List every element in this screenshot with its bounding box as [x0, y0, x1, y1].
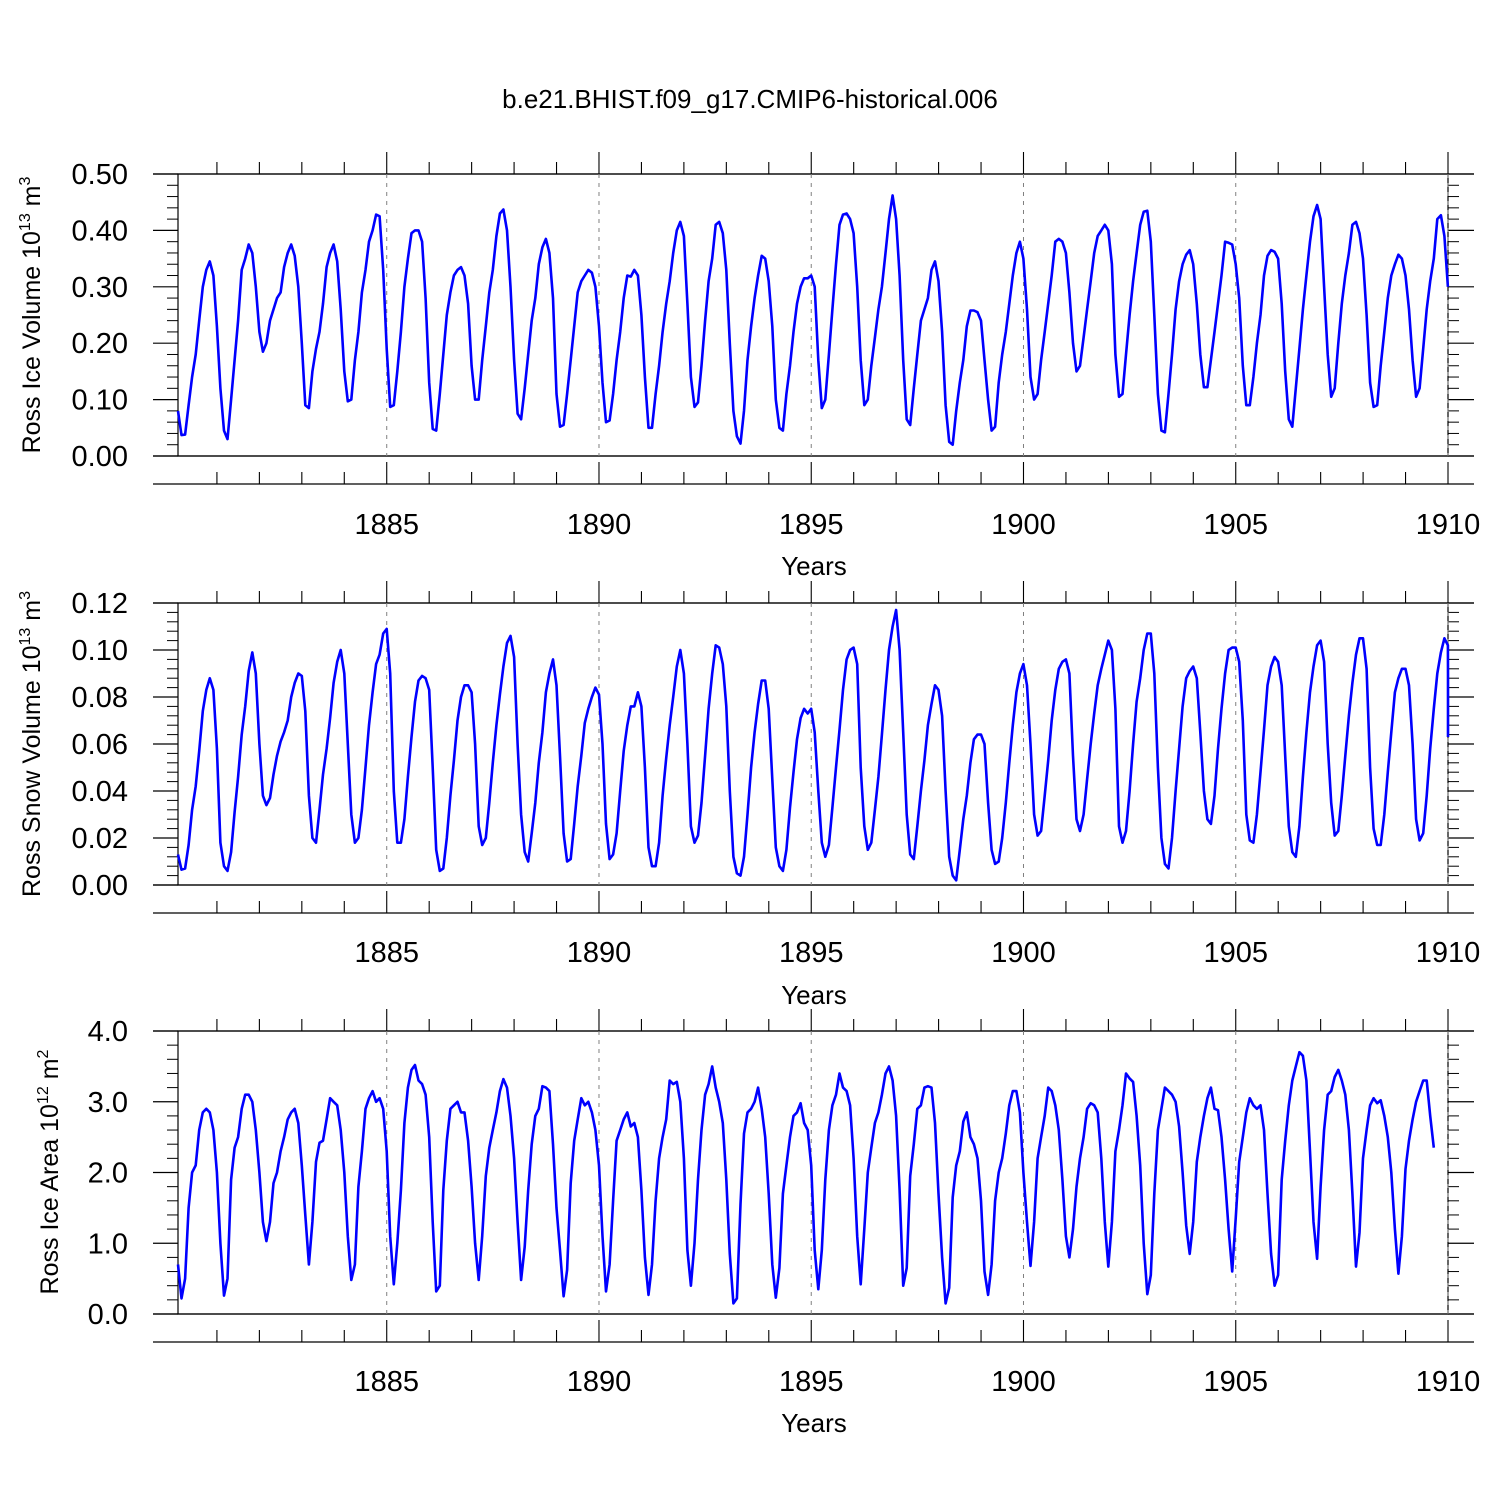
y-axis-label: Ross Ice Volume 1013 m3	[17, 176, 46, 453]
y-axis-label: Ross Ice Area 1012 m2	[35, 1049, 64, 1294]
x-tick-label: 1910	[1416, 509, 1481, 541]
chart-panel-ross-ice-area: 0.0 1.0 2.0 3.0 4.0 1885 1890 1895 1900 1905 1910 Y…	[35, 1009, 1480, 1438]
y-label-exponent: 12	[35, 1086, 52, 1104]
y-tick-label: 0.00	[72, 870, 128, 902]
y-label-text: Ross Ice Volume 10	[18, 231, 46, 453]
x-tick-label: 1885	[354, 937, 419, 969]
y-tick-label: 0.04	[72, 776, 128, 808]
y-tick-label: 0.10	[72, 385, 128, 417]
y-tick-label: 0.50	[72, 159, 128, 191]
x-tick-label: 1910	[1416, 937, 1481, 969]
y-tick-label: 0.02	[72, 823, 128, 855]
y-tick-label: 0.40	[72, 215, 128, 247]
chart-panel-ross-ice-volume: 0.00 0.10 0.20 0.30 0.40 0.50 1885 1890 1895 1900…	[17, 152, 1480, 581]
y-label-unit: m	[18, 600, 46, 628]
figure-title: b.e21.BHIST.f09_g17.CMIP6-historical.006	[502, 84, 998, 114]
x-axis-label: Years	[781, 551, 847, 581]
x-axis-label: Years	[781, 980, 847, 1010]
x-tick-label: 1885	[354, 509, 419, 541]
y-label-exponent: 13	[17, 628, 34, 646]
x-tick-label: 1910	[1416, 1366, 1481, 1398]
y-label-text: Ross Snow Volume 10	[18, 645, 46, 897]
x-tick-label: 1895	[779, 509, 844, 541]
x-tick-label: 1895	[779, 1366, 844, 1398]
plot-frame	[177, 1030, 1449, 1315]
x-tick-label: 1895	[779, 937, 844, 969]
x-tick-label: 1900	[991, 509, 1056, 541]
y-label-text: Ross Ice Area 10	[36, 1104, 64, 1294]
y-tick-label: 3.0	[88, 1087, 128, 1119]
x-tick-label: 1905	[1203, 1366, 1268, 1398]
x-tick-label: 1900	[991, 937, 1056, 969]
y-tick-label: 1.0	[88, 1228, 128, 1260]
y-tick-label: 4.0	[88, 1016, 128, 1048]
y-tick-label: 0.30	[72, 272, 128, 304]
series-line-ross-ice-area	[176, 1050, 1436, 1305]
x-tick-label: 1890	[567, 937, 632, 969]
x-tick-label: 1905	[1203, 937, 1268, 969]
y-tick-label: 0.10	[72, 635, 128, 667]
y-tick-label: 0.06	[72, 729, 128, 761]
x-tick-label: 1890	[567, 1366, 632, 1398]
y-tick-label: 0.0	[88, 1299, 128, 1331]
y-axis-label: Ross Snow Volume 1013 m3	[17, 591, 46, 897]
chart-panel-ross-snow-volume: 0.00 0.02 0.04 0.06 0.08 0.10 0.12 1885 1890 1895…	[17, 581, 1480, 1010]
y-label-unit-exponent: 2	[35, 1049, 52, 1058]
plot-frame	[177, 173, 1449, 457]
y-tick-label: 0.20	[72, 328, 128, 360]
y-tick-label: 0.12	[72, 588, 128, 620]
y-label-unit-exponent: 3	[17, 591, 34, 600]
series-line-ross-ice-volume	[176, 194, 1450, 447]
x-tick-label: 1900	[991, 1366, 1056, 1398]
y-label-unit: m	[36, 1058, 64, 1086]
y-tick-label: 2.0	[88, 1158, 128, 1190]
x-tick-label: 1890	[567, 509, 632, 541]
y-tick-label: 0.08	[72, 682, 128, 714]
y-tick-label: 0.00	[72, 441, 128, 473]
y-label-unit: m	[18, 185, 46, 213]
series-line-ross-snow-volume	[176, 608, 1450, 882]
y-label-exponent: 13	[17, 213, 34, 231]
y-label-unit-exponent: 3	[17, 176, 34, 185]
x-tick-label: 1905	[1203, 509, 1268, 541]
x-tick-label: 1885	[354, 1366, 419, 1398]
x-axis-label: Years	[781, 1408, 847, 1438]
